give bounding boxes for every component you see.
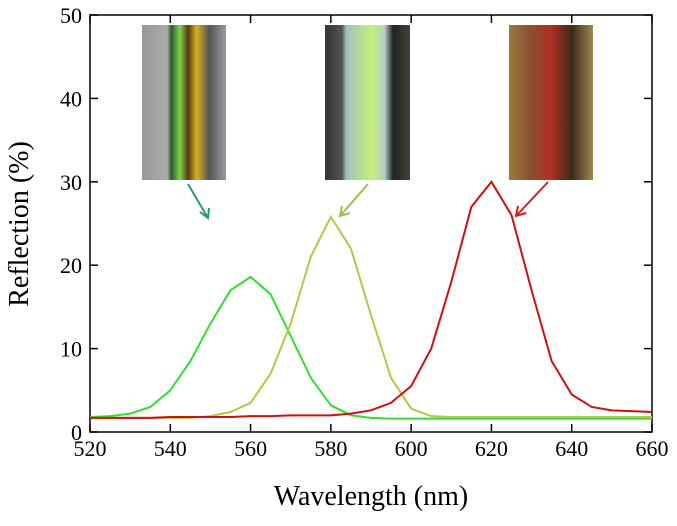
x-tick-label: 540	[154, 436, 187, 461]
plot-frame	[89, 14, 653, 433]
series-line	[90, 180, 653, 419]
y-tick-label: 30	[60, 170, 82, 195]
y-axis-label: Reflection (%)	[4, 141, 35, 307]
photo	[509, 25, 593, 180]
photo	[325, 25, 410, 180]
y-tick-label: 10	[60, 337, 82, 362]
x-tick-label: 620	[475, 436, 508, 461]
photo	[142, 25, 226, 180]
x-tick-label: 640	[555, 436, 588, 461]
x-tick-label: 600	[395, 436, 428, 461]
series-line	[89, 275, 652, 420]
x-tick-label: 580	[314, 436, 347, 461]
y-tick-label: 0	[71, 420, 82, 445]
y-tick-label: 50	[60, 3, 82, 28]
y-tick-label: 20	[60, 253, 82, 278]
x-tick-label: 660	[636, 436, 669, 461]
x-tick-label: 560	[234, 436, 267, 461]
x-tick-label: 520	[74, 436, 107, 461]
x-axis-label: Wavelength (nm)	[274, 481, 468, 512]
y-tick-label: 40	[60, 86, 82, 111]
arrows	[187, 181, 549, 220]
